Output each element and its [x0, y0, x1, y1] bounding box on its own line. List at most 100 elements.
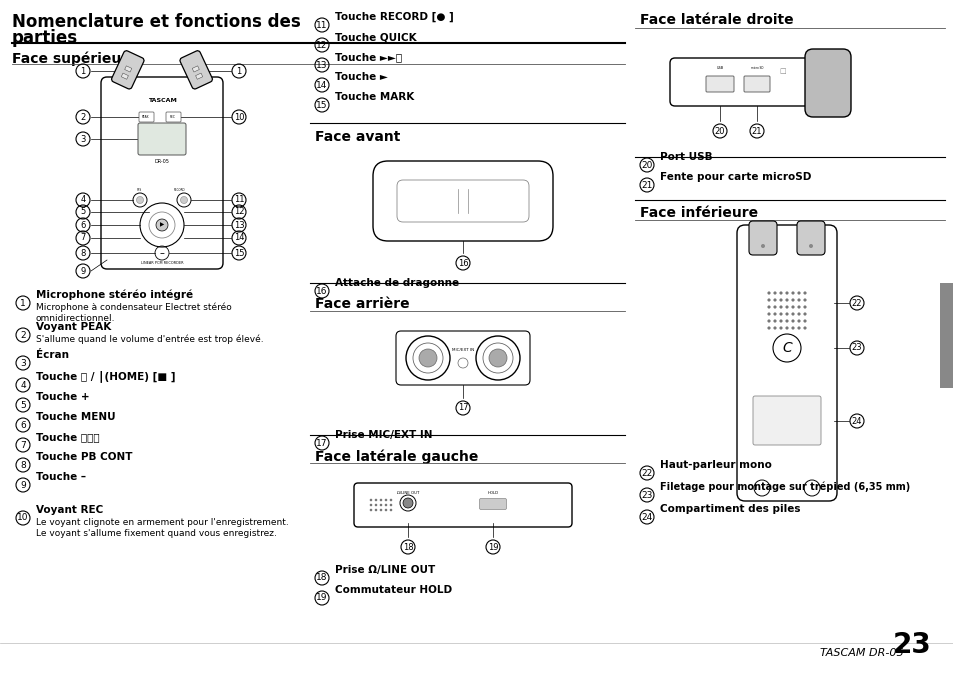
- FancyBboxPatch shape: [479, 499, 506, 509]
- Text: RECORD: RECORD: [174, 188, 186, 192]
- Circle shape: [784, 306, 788, 309]
- Text: 24: 24: [640, 513, 652, 522]
- FancyBboxPatch shape: [804, 49, 850, 117]
- Circle shape: [791, 312, 794, 316]
- Text: Microphone stéréo intégré: Microphone stéréo intégré: [36, 289, 193, 300]
- Text: Nomenclature et fonctions des: Nomenclature et fonctions des: [12, 13, 300, 31]
- Text: Voyant REC: Voyant REC: [36, 505, 103, 515]
- Text: LINEAR PCM RECORDER: LINEAR PCM RECORDER: [140, 261, 183, 265]
- Circle shape: [773, 320, 776, 322]
- Circle shape: [766, 320, 770, 322]
- Text: Port USB: Port USB: [659, 152, 712, 162]
- Text: 3: 3: [20, 359, 26, 367]
- Circle shape: [773, 326, 776, 330]
- Text: REC: REC: [170, 115, 175, 119]
- Text: 5: 5: [20, 400, 26, 409]
- Text: 20: 20: [714, 127, 724, 135]
- Circle shape: [779, 320, 781, 322]
- Circle shape: [375, 503, 376, 506]
- Circle shape: [802, 326, 805, 330]
- Circle shape: [779, 306, 781, 309]
- Circle shape: [389, 503, 392, 506]
- Circle shape: [802, 312, 805, 316]
- Text: 16: 16: [457, 258, 468, 267]
- Circle shape: [779, 291, 781, 295]
- Text: MIC/EXT IN: MIC/EXT IN: [452, 348, 474, 352]
- Text: 19: 19: [315, 594, 328, 602]
- Text: 11: 11: [233, 195, 244, 205]
- FancyBboxPatch shape: [354, 483, 572, 527]
- Text: Prise MIC/EXT IN: Prise MIC/EXT IN: [335, 430, 432, 440]
- Text: TASCAM: TASCAM: [148, 98, 176, 104]
- Circle shape: [773, 291, 776, 295]
- Circle shape: [779, 312, 781, 316]
- FancyBboxPatch shape: [180, 50, 213, 89]
- Text: Touche MENU: Touche MENU: [36, 412, 115, 422]
- Circle shape: [779, 326, 781, 330]
- Text: 1: 1: [20, 299, 26, 308]
- Circle shape: [136, 197, 143, 203]
- Text: Filetage pour montage sur trépied (6,35 mm): Filetage pour montage sur trépied (6,35 …: [659, 481, 909, 492]
- Text: 5: 5: [80, 207, 86, 217]
- Circle shape: [379, 499, 382, 501]
- FancyBboxPatch shape: [752, 396, 821, 445]
- Circle shape: [791, 306, 794, 309]
- Circle shape: [766, 312, 770, 316]
- Text: C: C: [781, 341, 791, 355]
- FancyBboxPatch shape: [737, 225, 836, 501]
- Circle shape: [797, 306, 800, 309]
- Text: TASCAM DR-05: TASCAM DR-05: [820, 648, 902, 658]
- FancyBboxPatch shape: [796, 221, 824, 255]
- Text: 22: 22: [851, 299, 862, 308]
- Text: 1: 1: [80, 67, 86, 75]
- Text: 13: 13: [233, 221, 244, 229]
- Text: □: □: [779, 68, 785, 74]
- FancyBboxPatch shape: [705, 76, 733, 92]
- Text: 3: 3: [80, 135, 86, 143]
- Text: –: –: [159, 248, 164, 258]
- Text: S'allume quand le volume d'entrée est trop élevé.: S'allume quand le volume d'entrée est tr…: [36, 334, 263, 344]
- Circle shape: [766, 306, 770, 309]
- Circle shape: [808, 244, 812, 248]
- Circle shape: [384, 499, 387, 501]
- Text: 19: 19: [487, 542, 497, 551]
- Text: Touche ►: Touche ►: [335, 72, 388, 82]
- Text: 15: 15: [315, 100, 328, 110]
- Text: Touche MARK: Touche MARK: [335, 92, 414, 102]
- Circle shape: [779, 298, 781, 302]
- Circle shape: [379, 503, 382, 506]
- Circle shape: [773, 306, 776, 309]
- Text: Face arrière: Face arrière: [314, 297, 409, 311]
- Text: Haut-parleur mono: Haut-parleur mono: [659, 460, 771, 470]
- FancyBboxPatch shape: [669, 58, 824, 106]
- Text: PEAK: PEAK: [142, 115, 150, 119]
- Circle shape: [402, 498, 413, 508]
- Text: 18: 18: [402, 542, 413, 551]
- Circle shape: [797, 312, 800, 316]
- FancyBboxPatch shape: [192, 66, 199, 72]
- Circle shape: [375, 509, 376, 511]
- FancyBboxPatch shape: [121, 73, 129, 79]
- Text: 9: 9: [80, 267, 86, 275]
- Text: 11: 11: [315, 20, 328, 30]
- Circle shape: [784, 291, 788, 295]
- Text: 24: 24: [851, 417, 862, 425]
- Circle shape: [773, 298, 776, 302]
- Circle shape: [384, 503, 387, 506]
- Circle shape: [370, 499, 372, 501]
- Text: 14: 14: [316, 81, 327, 90]
- Circle shape: [766, 326, 770, 330]
- FancyBboxPatch shape: [166, 112, 181, 122]
- Text: omnidirectionnel.: omnidirectionnel.: [36, 314, 115, 323]
- Text: 10: 10: [233, 112, 244, 122]
- Circle shape: [766, 298, 770, 302]
- Text: 20: 20: [640, 160, 652, 170]
- Text: 13: 13: [315, 61, 328, 69]
- FancyBboxPatch shape: [112, 50, 144, 89]
- Circle shape: [797, 291, 800, 295]
- Text: Face supérieure: Face supérieure: [12, 51, 137, 65]
- Text: Face avant: Face avant: [314, 130, 400, 144]
- FancyBboxPatch shape: [395, 331, 530, 385]
- Text: 1: 1: [236, 67, 241, 75]
- Text: 21: 21: [751, 127, 761, 135]
